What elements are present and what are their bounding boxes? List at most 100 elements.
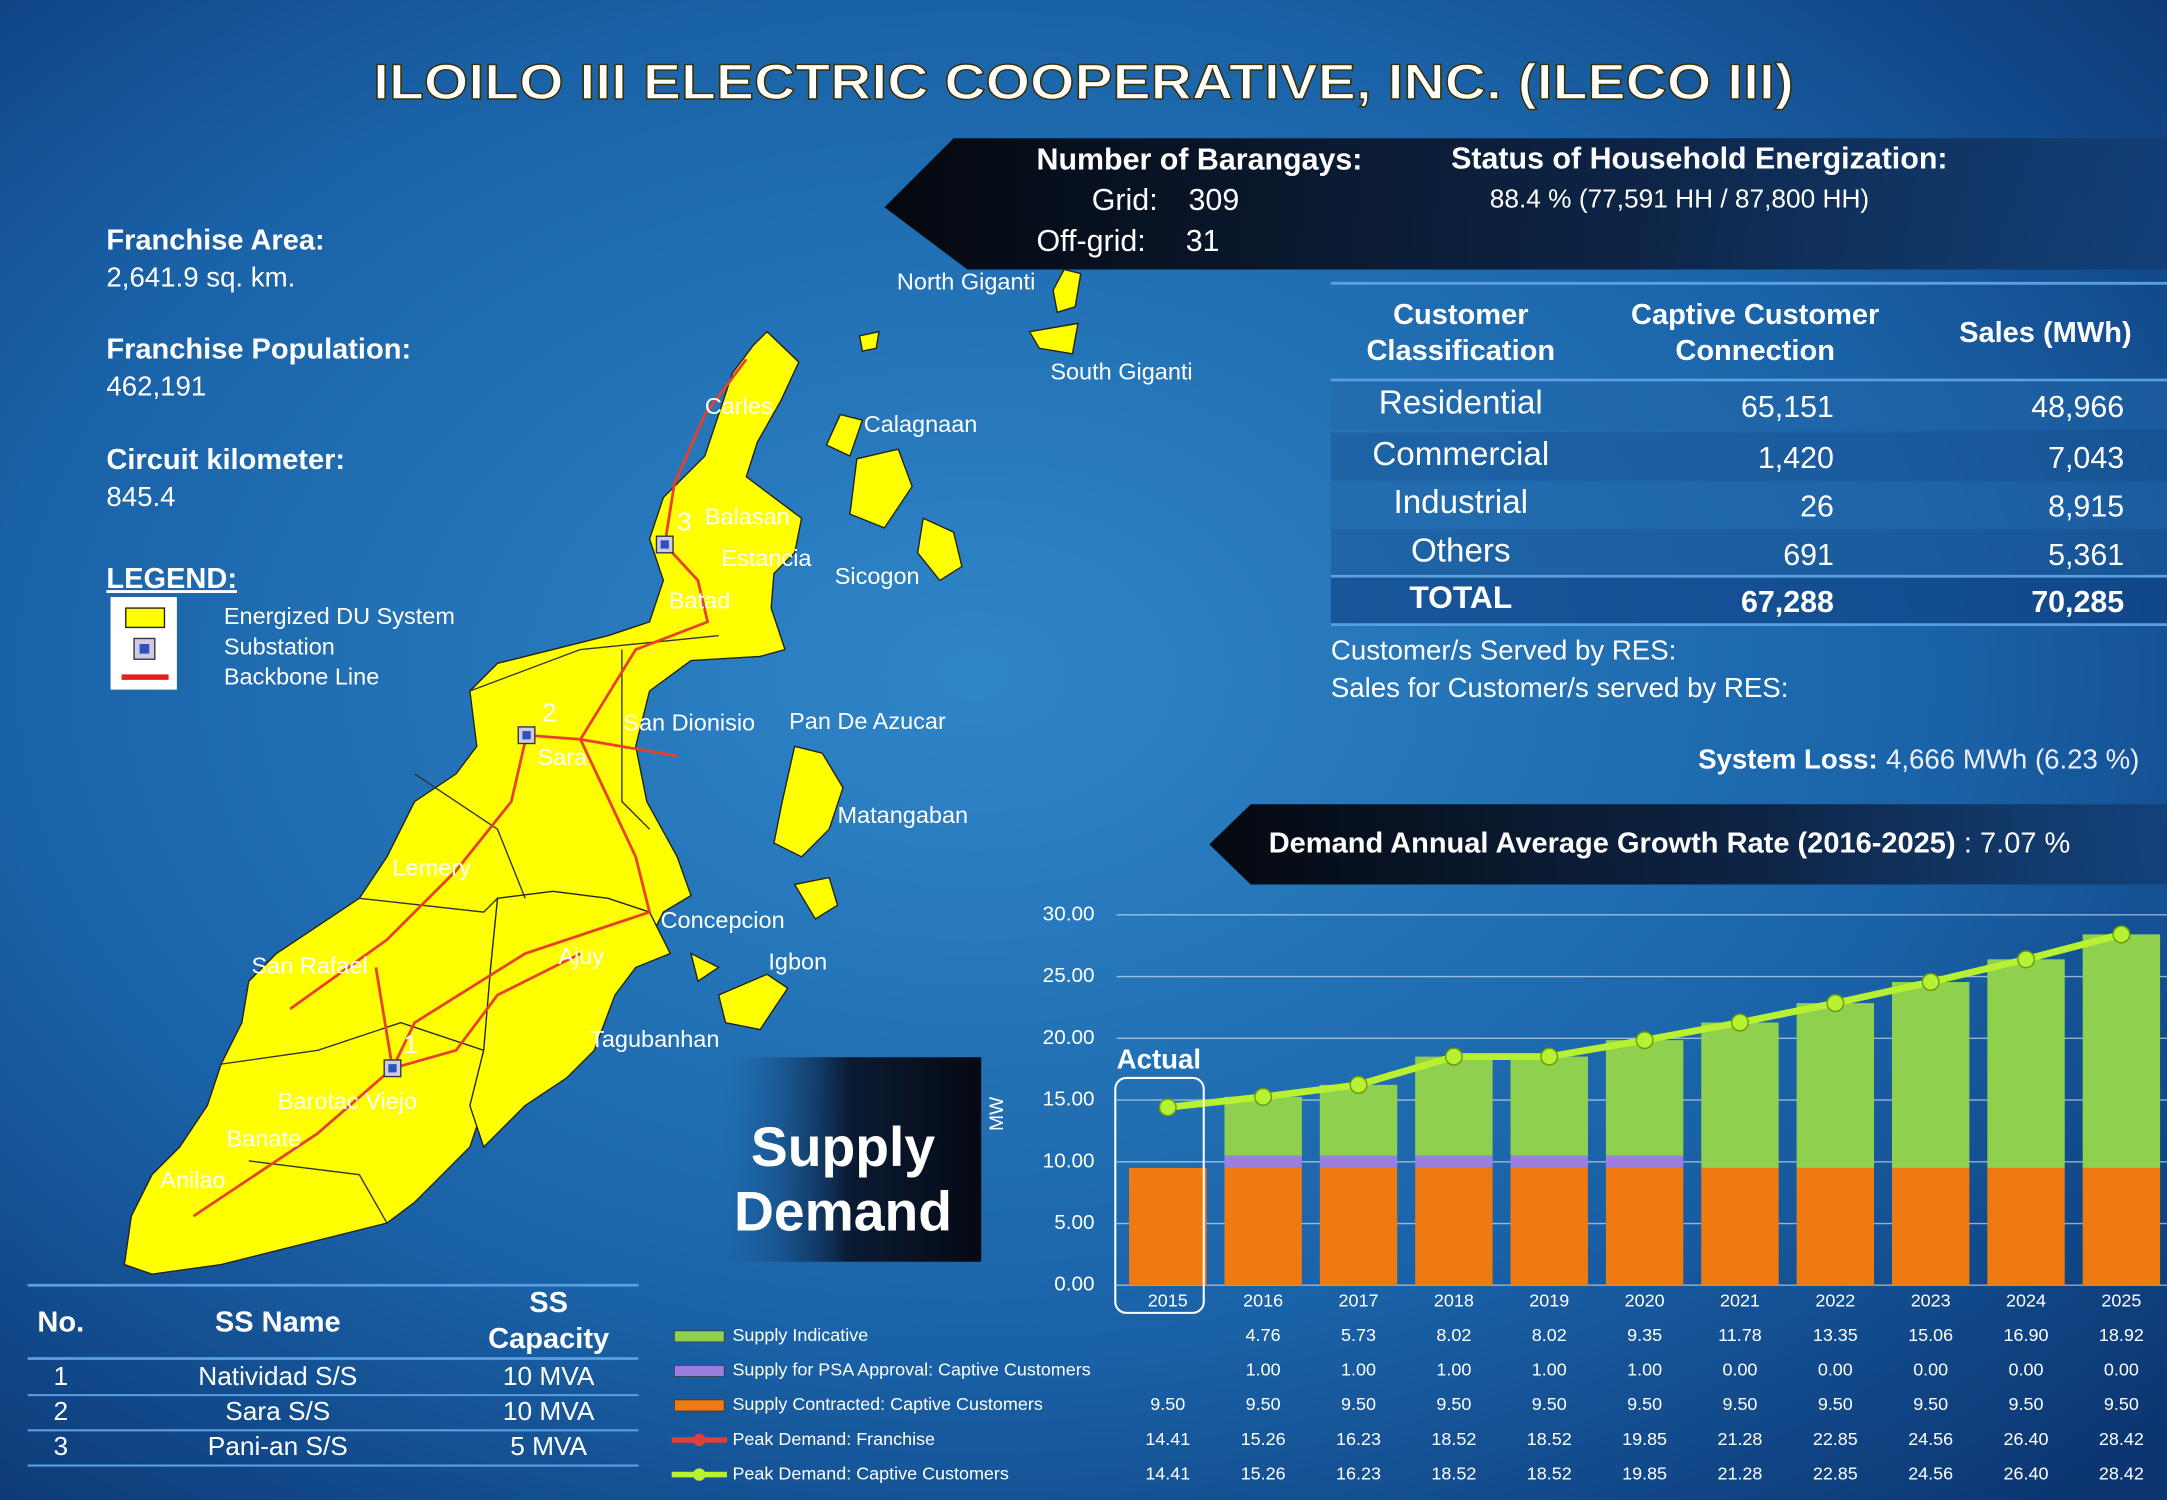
legend-swatch [674, 1330, 725, 1343]
legend-icons [110, 597, 177, 690]
data-label: 21.28 [1717, 1463, 1762, 1483]
data-label: 22.85 [1813, 1429, 1858, 1449]
substation-label: 3 [677, 507, 692, 537]
table-band [1330, 432, 2167, 481]
bar [1701, 1022, 1779, 1168]
table-header: Classification [1366, 335, 1555, 367]
y-tick-label: 25.00 [1043, 964, 1095, 987]
place-label: South Giganti [1050, 358, 1192, 384]
info-value: 845.4 [106, 481, 175, 512]
x-tick-label: 2024 [2006, 1291, 2046, 1311]
data-label: 1.00 [1436, 1360, 1471, 1380]
top-banner [884, 138, 2167, 270]
system-loss: System Loss: 4,666 MWh (6.23 %) [1698, 744, 2139, 775]
table-band [1330, 381, 2167, 430]
bar [2082, 1167, 2161, 1286]
bar [1224, 1096, 1302, 1156]
data-label: 28.42 [2099, 1429, 2144, 1449]
bar [1510, 1167, 1588, 1286]
x-tick-label: 2017 [1339, 1291, 1379, 1311]
place-label: Carles [705, 393, 773, 419]
info-label: Franchise Population: [106, 334, 411, 366]
system-loss-value: 4,666 MWh (6.23 %) [1886, 744, 2139, 775]
legend-swatch [693, 1468, 706, 1481]
line-marker [1158, 1098, 1177, 1117]
table-total: 70,285 [2031, 585, 2124, 619]
data-label: 19.85 [1622, 1463, 1667, 1483]
place-label: Igbon [768, 948, 827, 974]
line-marker [1540, 1047, 1559, 1066]
bar [1415, 1155, 1493, 1168]
x-tick-label: 2020 [1625, 1291, 1665, 1311]
legend-label: Peak Demand: Franchise [732, 1429, 935, 1449]
legend-item: Backbone Line [224, 664, 379, 690]
island [916, 517, 963, 582]
data-label: 9.50 [1627, 1394, 1662, 1414]
table-band [1330, 529, 2167, 578]
table-cell: 691 [1783, 538, 1834, 572]
data-label: 8.02 [1532, 1325, 1567, 1345]
y-axis-label: MW [986, 1096, 1008, 1131]
data-label: 18.52 [1527, 1463, 1572, 1483]
bar [1987, 1167, 2065, 1286]
table-cell: 5,361 [2048, 538, 2124, 572]
annotation: Actual [1117, 1044, 1201, 1075]
place-label: San Dionisio [623, 709, 755, 735]
backbone-line [192, 1067, 394, 1218]
place-label: Sicogon [835, 563, 920, 589]
line-marker [1826, 994, 1845, 1013]
data-label: 9.50 [1532, 1394, 1567, 1414]
line-marker [1349, 1075, 1368, 1094]
bar [1415, 1056, 1493, 1156]
data-label: 1.00 [1246, 1360, 1281, 1380]
data-label: 0.00 [2104, 1360, 2139, 1380]
legend-label: Peak Demand: Captive Customers [732, 1463, 1008, 1483]
table-cell: Others [1411, 533, 1511, 570]
bar [1987, 959, 2065, 1168]
data-label: 0.00 [1818, 1360, 1853, 1380]
data-label: 21.28 [1717, 1429, 1762, 1449]
table-cell: 2 [54, 1396, 69, 1426]
growth-label: Demand Annual Average Growth Rate (2016-… [1269, 827, 1956, 859]
line-marker [1635, 1031, 1654, 1050]
energization-value: 88.4 % (77,591 HH / 87,800 HH) [1490, 183, 1869, 213]
data-label: 0.00 [2009, 1360, 2044, 1380]
table-band [1330, 480, 2167, 530]
bar [1605, 1155, 1684, 1168]
data-label: 26.40 [2004, 1429, 2049, 1449]
info-label: Circuit kilometer: [106, 444, 345, 476]
bar [1796, 1003, 1875, 1168]
barangays-title: Number of Barangays: [1037, 143, 1363, 177]
table-cell: 1 [54, 1361, 69, 1391]
data-label: 9.35 [1627, 1325, 1662, 1345]
backbone-lines [192, 358, 748, 1218]
data-label: 26.40 [2004, 1463, 2049, 1483]
x-tick-label: 2018 [1434, 1291, 1474, 1311]
x-tick-label: 2022 [1815, 1291, 1855, 1311]
place-label: Banate [227, 1125, 301, 1151]
boundary [359, 897, 499, 913]
data-label: 9.50 [1818, 1394, 1853, 1414]
table-header: Captive Customer [1631, 299, 1879, 331]
line-marker [2112, 925, 2131, 944]
data-label: 9.50 [2104, 1394, 2139, 1414]
island [773, 745, 844, 858]
place-label: Lemery [392, 854, 471, 880]
y-tick-label: 20.00 [1043, 1026, 1095, 1049]
x-tick-label: 2016 [1243, 1291, 1283, 1311]
data-label: 28.42 [2099, 1463, 2144, 1483]
data-label: 9.50 [1150, 1394, 1185, 1414]
barangays-value: 31 [1186, 224, 1220, 258]
place-label: Batad [669, 588, 730, 614]
data-label: 4.76 [1246, 1325, 1281, 1345]
place-label: North Giganti [897, 269, 1035, 295]
legend-swatch [693, 1433, 706, 1447]
supply-demand-box [718, 1057, 982, 1262]
bar [1605, 1167, 1684, 1286]
title: ILOILO III ELECTRIC COOPERATIVE, INC. (I… [373, 54, 1794, 110]
y-tick-label: 0.00 [1054, 1273, 1094, 1296]
table-cell: 48,966 [2031, 390, 2124, 424]
bar [1510, 1056, 1588, 1156]
